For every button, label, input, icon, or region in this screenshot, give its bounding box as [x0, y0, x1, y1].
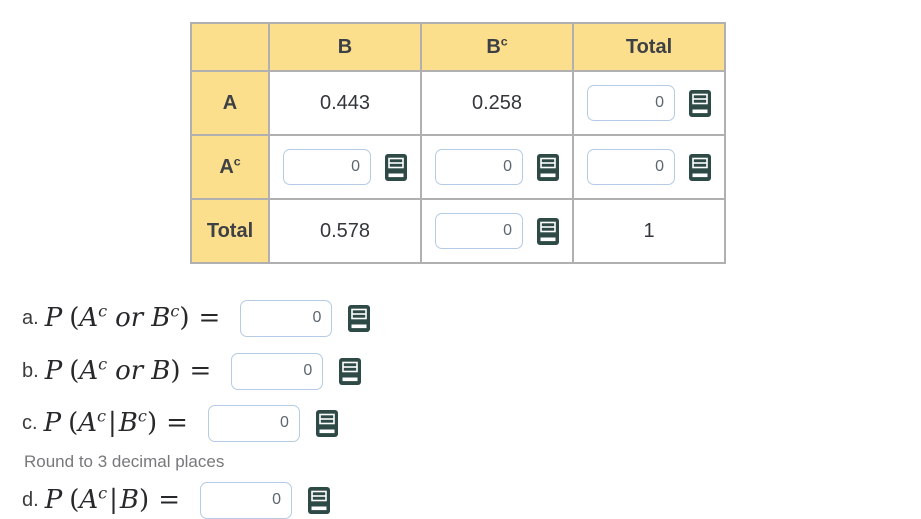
row-label-a: A [190, 70, 270, 136]
input-total-bc[interactable] [435, 213, 523, 249]
input-ac-total[interactable] [587, 149, 675, 185]
cell-ac-b [268, 134, 422, 200]
question-c-label: c. [22, 411, 38, 434]
question-d-expression: P (Ac|B) = [44, 483, 180, 515]
keypad-icon[interactable] [537, 153, 559, 181]
keypad-icon[interactable] [339, 357, 362, 385]
question-b-label: b. [22, 359, 39, 382]
answer-input-a[interactable] [240, 299, 333, 337]
cell-ac-bc [420, 134, 574, 200]
input-ac-b[interactable] [283, 149, 371, 185]
cell-total-total: 1 [572, 198, 726, 264]
cell-a-b: 0.443 [268, 70, 422, 136]
keypad-icon[interactable] [307, 486, 330, 514]
keypad-icon[interactable] [385, 153, 407, 181]
question-b: b. P (Ac or B) = [22, 352, 362, 390]
cell-total-b: 0.578 [268, 198, 422, 264]
question-d-label: d. [22, 488, 39, 511]
answer-input-d[interactable] [199, 481, 292, 519]
keypad-icon[interactable] [315, 409, 338, 437]
input-ac-bc[interactable] [435, 149, 523, 185]
probability-table: B Bc Total A 0.443 0.258 Ac [190, 22, 726, 264]
keypad-icon[interactable] [689, 153, 711, 181]
header-bc: Bc [420, 22, 574, 72]
cell-ac-total [572, 134, 726, 200]
header-total: Total [572, 22, 726, 72]
row-label-ac: Ac [190, 134, 270, 200]
header-b: B [268, 22, 422, 72]
cell-total-bc [420, 198, 574, 264]
answer-input-b[interactable] [231, 352, 324, 390]
rounding-note: Round to 3 decimal places [24, 452, 225, 471]
question-d: d. P (Ac|B) = [22, 481, 330, 519]
input-a-total[interactable] [587, 85, 675, 121]
row-label-total: Total [190, 198, 270, 264]
cell-a-total [572, 70, 726, 136]
corner-cell [190, 22, 270, 72]
question-c-expression: P (Ac|Bc) = [43, 406, 188, 438]
question-a-expression: P (Ac or Bc) = [44, 301, 221, 333]
cell-a-bc: 0.258 [420, 70, 574, 136]
question-c: c. P (Ac|Bc) = [22, 404, 338, 442]
question-a: a. P (Ac or Bc) = [22, 299, 371, 337]
question-a-label: a. [22, 306, 39, 329]
keypad-icon[interactable] [348, 304, 371, 332]
keypad-icon[interactable] [537, 217, 559, 245]
answer-input-c[interactable] [207, 404, 300, 442]
question-b-expression: P (Ac or B) = [44, 354, 212, 386]
keypad-icon[interactable] [689, 89, 711, 117]
